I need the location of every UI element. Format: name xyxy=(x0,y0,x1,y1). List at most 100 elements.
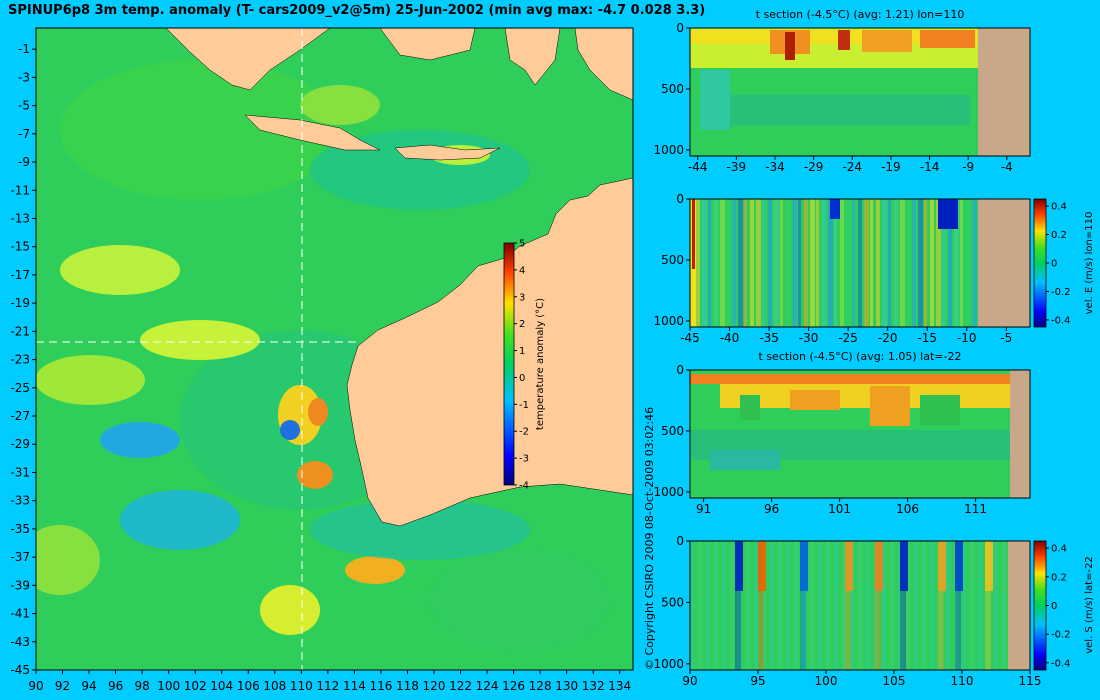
x-tick-label: 110 xyxy=(290,679,313,693)
land xyxy=(165,28,633,527)
y-tick-label: -37 xyxy=(10,550,30,564)
x-tick-label: -19 xyxy=(881,160,901,174)
y-tick-label: -43 xyxy=(10,635,30,649)
x-tick-label: 100 xyxy=(815,674,838,688)
x-tick-label: 116 xyxy=(369,679,392,693)
vel-s-colorbar-label: vel. S (m/s) lat=-22 xyxy=(1084,556,1095,654)
temperature-colorbar xyxy=(503,242,515,486)
y-tick-label: 0 xyxy=(676,192,684,206)
colorbar-tick-label: 5 xyxy=(519,239,525,250)
x-tick-label: -35 xyxy=(759,331,779,345)
colorbar-tick-label: 3 xyxy=(519,292,525,303)
x-tick-label: -44 xyxy=(688,160,708,174)
x-tick-label: -45 xyxy=(680,331,700,345)
t-section-lon-panel: t section (-4.5°C) (avg: 1.21) lon=110 -… xyxy=(653,8,1031,174)
x-tick-label: 91 xyxy=(696,502,711,516)
y-tick-label: -11 xyxy=(10,183,30,197)
y-tick-label: -35 xyxy=(10,522,30,536)
t-section-lat-panel: t section (-4.5°C) (avg: 1.05) lat=-22 9… xyxy=(653,350,1031,516)
x-tick-label: 112 xyxy=(316,679,339,693)
vel-s-section-panel: 90 95 100 105 110 115 0 500 1000 0.4 0.2 0 -0.2 -0.4… xyxy=(653,534,1095,688)
x-tick-label: -30 xyxy=(799,331,819,345)
y-tick-label: -9 xyxy=(18,155,30,169)
land-new-guinea xyxy=(574,28,633,101)
colorbar-tick-label: 0 xyxy=(1051,259,1057,270)
x-tick-label: -14 xyxy=(920,160,940,174)
land-sulawesi xyxy=(504,28,561,86)
y-tick-label: -19 xyxy=(10,296,30,310)
y-tick-label: -27 xyxy=(10,409,30,423)
y-tick-label: 500 xyxy=(661,424,684,438)
x-tick-label: 101 xyxy=(828,502,851,516)
y-tick-label: -7 xyxy=(18,127,30,141)
vel-e-colorbar-label: vel. E (m/s) lon=110 xyxy=(1084,212,1095,315)
x-tick-label: 106 xyxy=(896,502,919,516)
colorbar-tick-label: -0.4 xyxy=(1051,315,1071,326)
land-australia xyxy=(346,177,633,527)
x-tick-label: -34 xyxy=(765,160,785,174)
colorbar-tick-label: 0.2 xyxy=(1051,230,1067,241)
x-tick-label: -40 xyxy=(720,331,740,345)
y-tick-label: -5 xyxy=(18,99,30,113)
x-tick-label: 111 xyxy=(964,502,987,516)
x-tick-label: 92 xyxy=(55,679,70,693)
x-tick-label: 122 xyxy=(449,679,472,693)
y-tick-label: -13 xyxy=(10,211,30,225)
temperature-colorbar-label: temperature anomaly (°C) xyxy=(535,298,546,430)
x-tick-label: -9 xyxy=(962,160,974,174)
x-tick-label: 120 xyxy=(423,679,446,693)
x-tick-label: -10 xyxy=(957,331,977,345)
x-tick-label: 105 xyxy=(883,674,906,688)
colorbar-tick-label: -0.2 xyxy=(1051,287,1071,298)
x-tick-label: 95 xyxy=(750,674,765,688)
land-borneo xyxy=(379,28,476,61)
vel-s-colorbar xyxy=(1033,540,1047,671)
x-tick-label: 90 xyxy=(28,679,43,693)
x-tick-label: -15 xyxy=(917,331,937,345)
y-tick-label: 0 xyxy=(676,534,684,548)
x-tick-label: 102 xyxy=(184,679,207,693)
vel-e-colorbar xyxy=(1033,198,1047,328)
t-section-lon-title: t section (-4.5°C) (avg: 1.21) lon=110 xyxy=(756,8,965,21)
vel-e-section-panel: -45 -40 -35 -30 -25 -20 -15 -10 -5 0 500 1000 0.4 0.… xyxy=(653,192,1095,345)
page-title: SPINUP6p8 3m temp. anomaly (T- cars2009_… xyxy=(8,3,706,18)
x-tick-label: 106 xyxy=(237,679,260,693)
colorbar-tick-label: -1 xyxy=(519,400,529,411)
y-tick-label: 1000 xyxy=(653,657,684,671)
x-tick-label: -25 xyxy=(838,331,858,345)
y-tick-label: 500 xyxy=(661,82,684,96)
y-tick-label: 1000 xyxy=(653,143,684,157)
y-tick-label: -21 xyxy=(10,324,30,338)
y-tick-label: -15 xyxy=(10,240,30,254)
colorbar-tick-label: 0.4 xyxy=(1051,202,1067,213)
x-tick-label: 90 xyxy=(682,674,697,688)
x-tick-label: 115 xyxy=(1019,674,1042,688)
x-tick-label: 100 xyxy=(157,679,180,693)
x-tick-label: 126 xyxy=(502,679,525,693)
colorbar-tick-label: -4 xyxy=(519,481,529,492)
x-tick-label: 114 xyxy=(343,679,366,693)
x-tick-label: 124 xyxy=(476,679,499,693)
main-map-panel: 90 92 94 96 98 100 102 104 106 108 110 112 114 116 118… xyxy=(10,27,634,693)
colorbar-tick-label: -0.4 xyxy=(1051,658,1071,669)
x-tick-label: 134 xyxy=(608,679,631,693)
x-tick-label: 104 xyxy=(210,679,233,693)
anomaly-patches xyxy=(36,60,610,650)
x-tick-label: -4 xyxy=(1001,160,1013,174)
y-tick-label: -23 xyxy=(10,353,30,367)
x-tick-label: 132 xyxy=(582,679,605,693)
x-tick-label: 110 xyxy=(951,674,974,688)
x-tick-label: -5 xyxy=(1000,331,1012,345)
colorbar-tick-label: 0.2 xyxy=(1051,572,1067,583)
x-tick-label: 98 xyxy=(134,679,149,693)
x-tick-label: 128 xyxy=(529,679,552,693)
y-tick-label: 0 xyxy=(676,21,684,35)
y-tick-label: -33 xyxy=(10,494,30,508)
colorbar-tick-label: 1 xyxy=(519,346,525,357)
y-tick-label: -39 xyxy=(10,578,30,592)
colorbar-tick-label: 4 xyxy=(519,265,525,276)
x-tick-label: 108 xyxy=(263,679,286,693)
t-section-lat-title: t section (-4.5°C) (avg: 1.05) lat=-22 xyxy=(759,350,962,363)
land-java xyxy=(244,114,381,151)
